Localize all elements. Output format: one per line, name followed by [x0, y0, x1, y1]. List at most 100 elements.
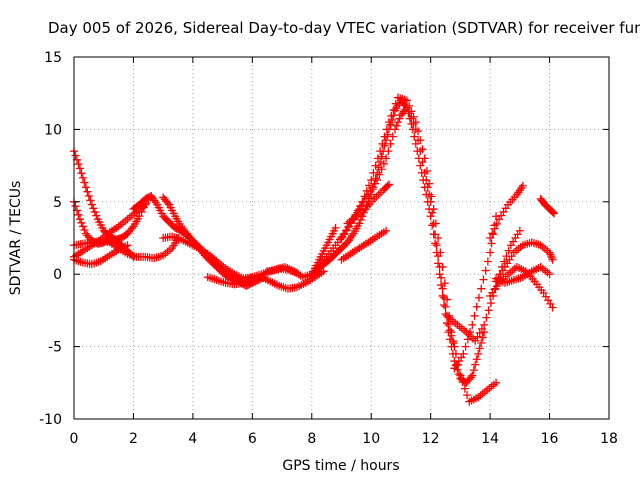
data-point: [371, 174, 380, 183]
data-point: [438, 291, 447, 300]
data-point: [444, 320, 453, 329]
data-point: [435, 262, 444, 271]
data-point: [456, 371, 465, 380]
y-tick-label: 15: [44, 50, 62, 66]
data-point: [75, 215, 84, 224]
data-point: [393, 118, 402, 127]
data-point: [492, 378, 501, 387]
data-point: [437, 281, 446, 290]
data-point: [123, 241, 132, 250]
data-point: [425, 190, 434, 199]
data-point: [547, 252, 556, 261]
data-point: [418, 157, 427, 166]
data-point: [382, 226, 391, 235]
data-point: [434, 259, 443, 268]
data-point: [391, 125, 399, 134]
data-point: [401, 105, 410, 114]
data-point: [411, 125, 420, 134]
data-point: [373, 154, 382, 163]
plot-frame: [73, 56, 610, 420]
data-point: [460, 384, 469, 393]
data-point: [402, 96, 411, 105]
data-point: [472, 302, 481, 311]
data-point: [139, 203, 148, 212]
data-point: [478, 333, 487, 342]
data-point: [474, 349, 483, 358]
data-point: [319, 267, 328, 276]
data-point: [518, 181, 527, 190]
data-markers: [70, 93, 559, 406]
data-point: [387, 112, 396, 121]
x-axis-label: GPS time / hours: [282, 458, 399, 474]
data-point: [78, 173, 87, 182]
data-point: [474, 293, 483, 302]
data-point: [407, 114, 416, 123]
data-point: [550, 209, 559, 218]
data-point: [447, 331, 456, 340]
data-point: [463, 391, 472, 400]
data-point: [461, 342, 470, 351]
data-point: [434, 252, 443, 261]
data-point: [422, 176, 431, 185]
data-point: [405, 109, 414, 118]
data-point: [386, 139, 395, 148]
data-point: [382, 125, 391, 134]
data-point: [454, 370, 463, 379]
data-point: [87, 200, 96, 209]
data-point: [547, 253, 556, 262]
data-point: [135, 212, 144, 221]
data-point: [83, 187, 92, 196]
data-point: [127, 224, 136, 233]
data-point: [80, 226, 89, 235]
data-point: [441, 302, 450, 311]
data-point: [482, 313, 491, 322]
data-point: [468, 320, 477, 329]
data-point: [377, 152, 386, 161]
data-point: [479, 275, 488, 284]
data-point: [371, 161, 380, 170]
data-point: [450, 342, 459, 351]
data-point: [435, 270, 444, 279]
data-point: [468, 371, 477, 380]
data-point: [459, 349, 468, 358]
data-point: [466, 373, 475, 382]
data-point: [383, 181, 392, 190]
data-point: [378, 139, 387, 148]
data-point: [488, 229, 497, 238]
data-point: [426, 212, 435, 221]
data-point: [477, 284, 486, 293]
data-point: [395, 114, 404, 123]
data-point: [443, 311, 452, 320]
y-tick-label: 5: [53, 195, 62, 211]
data-point: [440, 279, 449, 288]
data-point: [440, 300, 449, 309]
data-point: [409, 119, 418, 128]
data-point: [443, 319, 452, 328]
data-point: [89, 204, 98, 213]
data-point: [426, 197, 435, 206]
data-point: [438, 284, 447, 293]
data-point: [364, 181, 373, 190]
data-point: [92, 211, 101, 220]
data-point: [380, 132, 389, 141]
data-point: [81, 183, 90, 192]
data-point: [416, 147, 425, 156]
data-point: [355, 219, 364, 228]
data-point: [392, 121, 401, 130]
data-point: [466, 328, 475, 337]
data-point: [384, 147, 393, 156]
data-point: [504, 246, 513, 255]
data-point: [515, 226, 524, 235]
data-point: [429, 205, 438, 214]
data-point: [71, 202, 80, 211]
data-point: [449, 338, 458, 347]
x-tick-label: 10: [362, 431, 380, 447]
data-point: [74, 160, 83, 169]
data-point: [477, 338, 486, 347]
data-point: [388, 132, 397, 141]
data-point: [369, 168, 378, 177]
y-axis-label: SDTVAR / TECUs: [8, 181, 24, 296]
data-point: [486, 248, 495, 257]
data-point: [389, 105, 398, 114]
